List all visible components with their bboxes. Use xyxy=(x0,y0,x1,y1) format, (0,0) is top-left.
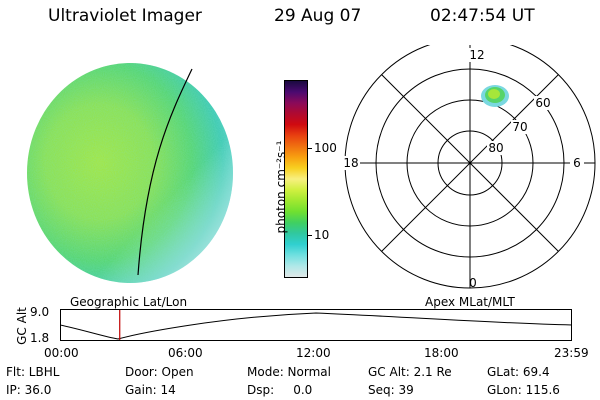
x-tick-0600: 06:00 xyxy=(168,346,203,360)
y-tick-1-8: 1.8 xyxy=(30,331,50,345)
aurora-patch xyxy=(481,85,509,107)
x-tick-1200: 12:00 xyxy=(296,346,331,360)
earth-disk-image xyxy=(27,63,233,283)
ip-info: IP: 36.0 xyxy=(6,383,52,397)
dsp-info: Dsp: 0.0 xyxy=(247,383,313,397)
apex-title: Apex MLat/MLT xyxy=(425,295,515,309)
lat-label-60: 60 xyxy=(535,96,550,110)
orbit-timeline-plot xyxy=(60,309,572,341)
image-date: 29 Aug 07 xyxy=(274,6,362,26)
colorbar-tick-100 xyxy=(307,148,312,149)
x-tick-0000: 00:00 xyxy=(44,346,79,360)
gc-alt-axis-label: GC Alt xyxy=(15,307,29,345)
x-tick-1800: 18:00 xyxy=(424,346,459,360)
mode-info: Mode: Normal xyxy=(247,365,331,379)
glon-info: GLon: 115.6 xyxy=(487,383,560,397)
image-time: 02:47:54 UT xyxy=(430,6,535,26)
polar-plot: 12 18 6 0 60 70 80 xyxy=(342,45,596,290)
filter-info: Flt: LBHL xyxy=(6,365,60,379)
lat-label-70: 70 xyxy=(512,120,527,134)
x-tick-2359: 23:59 xyxy=(554,346,589,360)
mlt-label-6: 6 xyxy=(573,156,581,170)
gain-info: Gain: 14 xyxy=(125,383,176,397)
colorbar-tick-10 xyxy=(307,235,312,236)
colorbar xyxy=(284,80,308,278)
glat-info: GLat: 69.4 xyxy=(487,365,550,379)
geographic-title: Geographic Lat/Lon xyxy=(70,295,188,309)
y-tick-9: 9.0 xyxy=(30,305,50,319)
instrument-title: Ultraviolet Imager xyxy=(48,6,202,26)
colorbar-tick-label-100: 100 xyxy=(314,141,337,155)
colorbar-gradient xyxy=(285,81,307,277)
colorbar-unit-label: photon cm⁻²s⁻¹ xyxy=(274,140,288,234)
mlt-label-0: 0 xyxy=(469,276,477,290)
gc-alt-info: GC Alt: 2.1 Re xyxy=(368,365,452,379)
seq-info: Seq: 39 xyxy=(368,383,414,397)
lat-label-80: 80 xyxy=(488,141,503,155)
door-info: Door: Open xyxy=(125,365,194,379)
mlt-label-18: 18 xyxy=(343,156,358,170)
colorbar-tick-label-10: 10 xyxy=(314,228,330,242)
mlt-label-12: 12 xyxy=(469,48,484,62)
